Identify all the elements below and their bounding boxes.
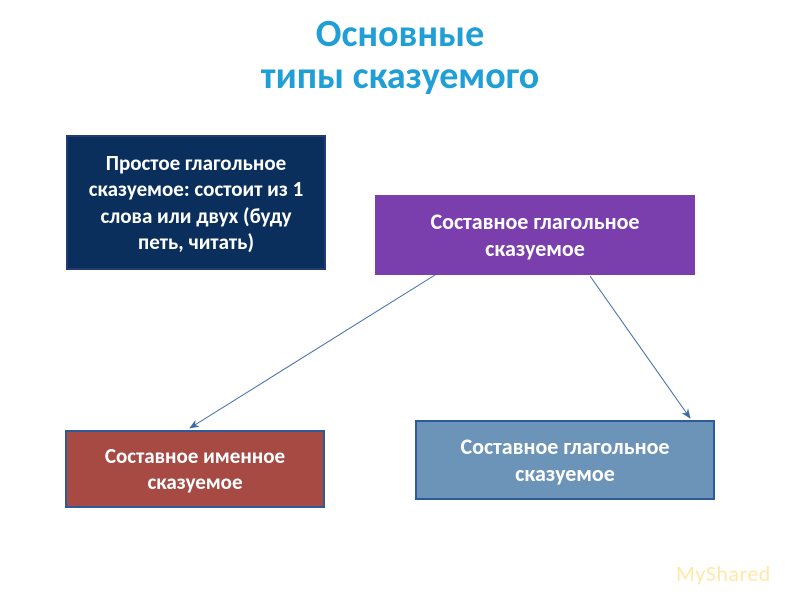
title-line1: Основные (0, 14, 800, 56)
watermark: MyShared (676, 560, 771, 587)
arrow-left (190, 275, 435, 428)
box-verbal-label: Составное глагольное сказуемое (427, 433, 703, 488)
box-compound-nominal-predicate: Составное именное сказуемое (65, 430, 325, 508)
box-compound-top-label: Составное глагольное сказуемое (387, 208, 683, 263)
arrow-right (590, 276, 690, 418)
box-compound-verbal-predicate-top: Составное глагольное сказуемое (375, 195, 695, 275)
page-title: Основные типы сказуемого (0, 14, 800, 98)
box-simple-verbal-predicate: Простое глагольное сказуемое: состоит из… (66, 135, 326, 270)
box-compound-verbal-predicate-bottom: Составное глагольное сказуемое (415, 420, 715, 500)
box-nominal-label: Составное именное сказуемое (77, 443, 313, 496)
box-simple-label: Простое глагольное сказуемое: состоит из… (78, 150, 314, 255)
title-line2: типы сказуемого (0, 56, 800, 98)
